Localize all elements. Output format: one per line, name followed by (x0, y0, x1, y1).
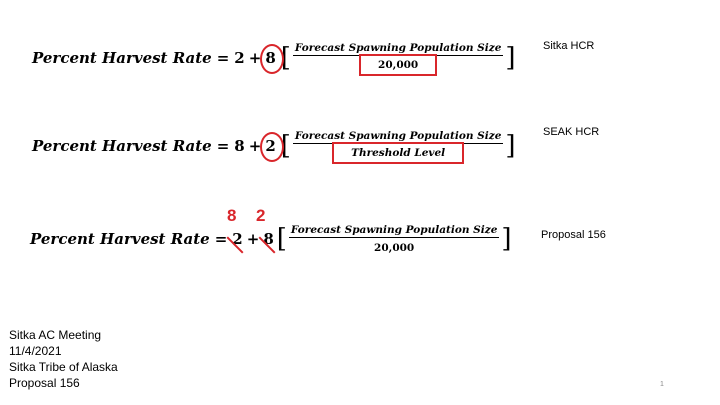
footer-info: Sitka AC Meeting 11/4/2021 Sitka Tribe o… (9, 327, 118, 391)
fraction-denominator: 20,000 (374, 242, 415, 254)
plus-sign: + (248, 48, 262, 67)
equation-lhs: Percent Harvest Rate (30, 230, 210, 248)
bracket-close: ] (505, 42, 516, 73)
plus-sign: + (248, 136, 262, 155)
equation-sitka-hcr: Percent Harvest Rate = 2 + 8 [ Forecast … (32, 42, 517, 76)
label-seak-hcr: SEAK HCR (543, 126, 600, 138)
fraction-numerator: Forecast Spawning Population Size (288, 224, 500, 238)
bracket-open: [ (276, 224, 287, 254)
constant-a: 2 (234, 48, 245, 67)
fraction-numerator: Forecast Spawning Population Size (292, 130, 504, 144)
footer-meeting: Sitka AC Meeting (9, 328, 102, 342)
coefficient-b-circled: 2 (260, 131, 286, 162)
label-sitka-hcr: Sitka HCR (543, 40, 595, 52)
page-number: 1 (660, 381, 664, 388)
fraction-denominator-boxed: Threshold Level (332, 142, 465, 164)
bracket-open: [ (280, 130, 291, 161)
equation-proposal-156: Percent Harvest Rate = 2 + 8 [ Forecast … (30, 224, 513, 254)
label-proposal-156: Proposal 156 (541, 229, 606, 241)
constant-a-struck: 2 (232, 230, 243, 248)
equals-sign: = (216, 136, 230, 155)
replacement-constant-a: 8 (227, 206, 237, 225)
bracket-open: [ (280, 42, 291, 73)
fraction-denominator-boxed: 20,000 (344, 54, 452, 76)
equals-sign: = (216, 48, 230, 67)
fraction: Forecast Spawning Population Size 20,000 (288, 224, 500, 254)
replacement-coefficient-b: 2 (256, 206, 266, 225)
plus-sign: + (246, 230, 260, 248)
footer-date: 11/4/2021 (9, 344, 62, 358)
fraction: Forecast Spawning Population Size Thresh… (292, 130, 504, 164)
coefficient-b-circled: 8 (260, 43, 286, 74)
equation-lhs: Percent Harvest Rate (32, 48, 212, 67)
footer-organization: Sitka Tribe of Alaska (9, 360, 118, 374)
denominator-highlight: Threshold Level (332, 142, 465, 164)
fraction: Forecast Spawning Population Size 20,000 (292, 42, 504, 76)
equation-seak-hcr: Percent Harvest Rate = 8 + 2 [ Forecast … (32, 130, 517, 164)
fraction-numerator: Forecast Spawning Population Size (292, 42, 504, 56)
equation-lhs: Percent Harvest Rate (32, 136, 212, 155)
constant-a: 8 (234, 136, 245, 155)
footer-proposal: Proposal 156 (9, 376, 80, 390)
equals-sign: = (214, 230, 228, 248)
bracket-close: ] (501, 224, 512, 254)
denominator-highlight: 20,000 (359, 54, 438, 76)
bracket-close: ] (505, 130, 516, 161)
coefficient-b-struck: 8 (263, 230, 274, 248)
